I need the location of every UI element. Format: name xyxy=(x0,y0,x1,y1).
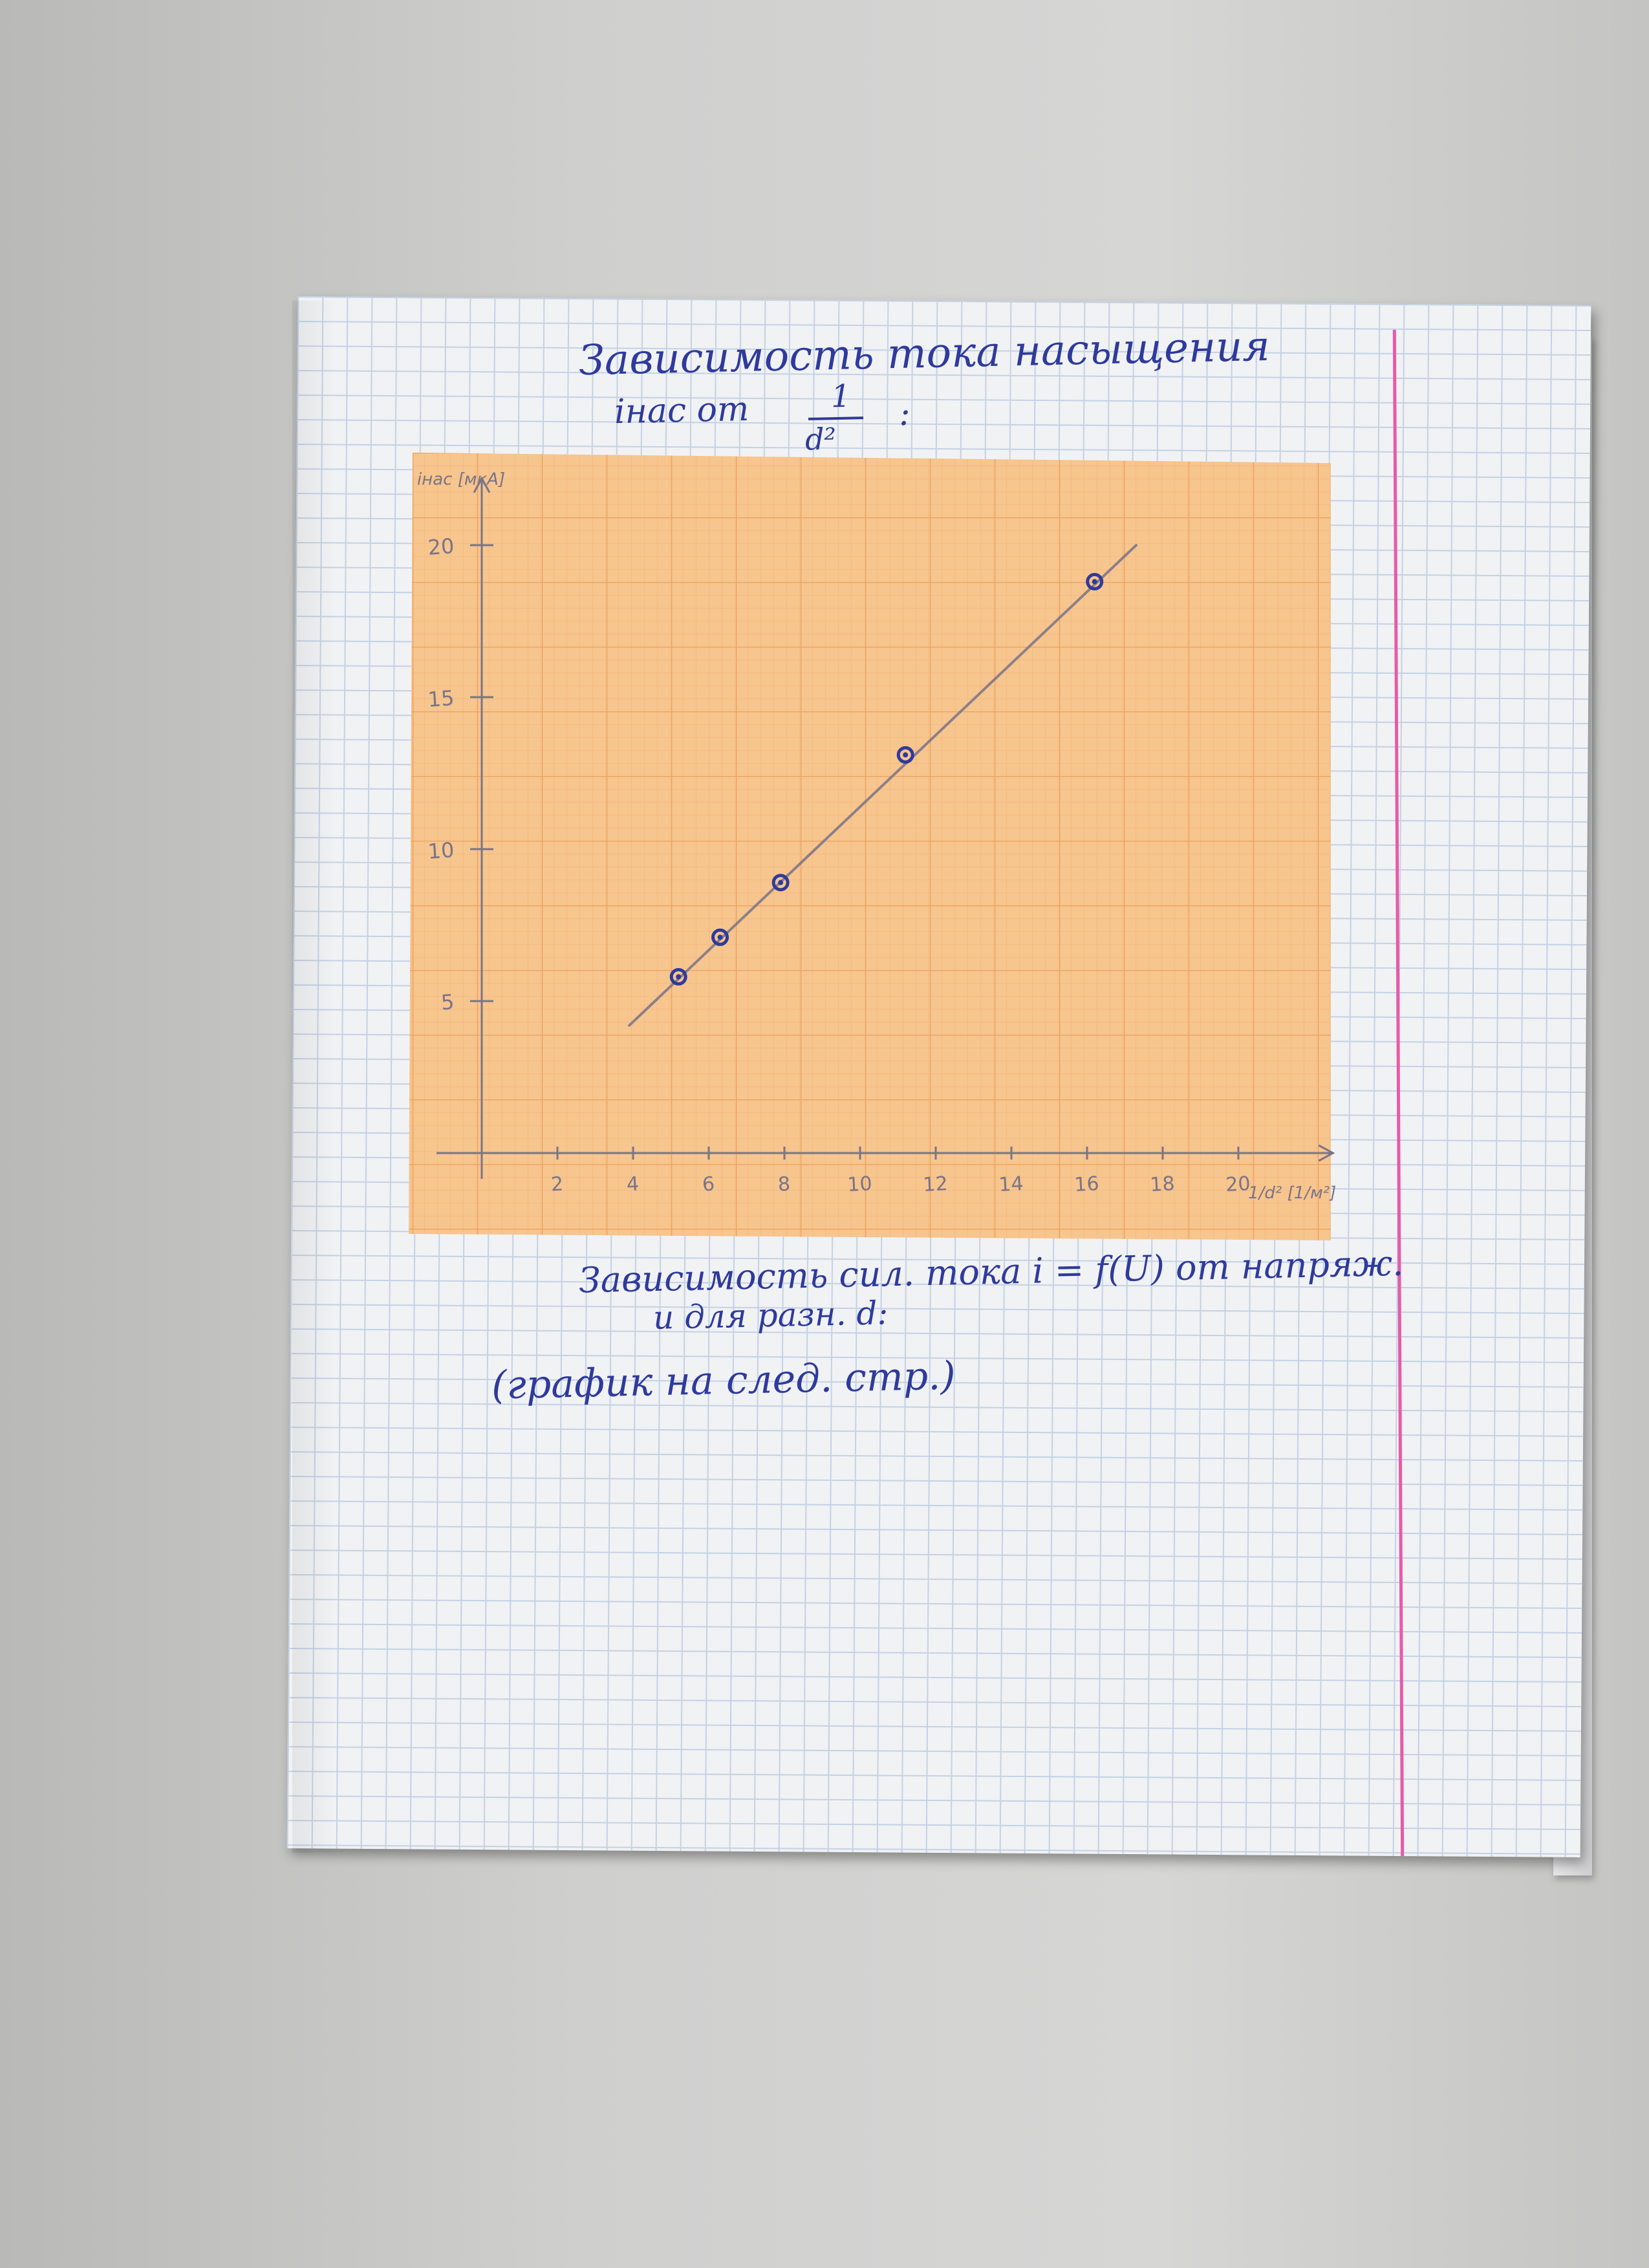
x-tick-label: 20 xyxy=(1225,1172,1251,1196)
data-point xyxy=(1086,572,1104,590)
data-point xyxy=(896,746,914,764)
y-tick-label: 20 xyxy=(427,534,455,560)
data-point-center xyxy=(717,934,723,940)
y-tick-label: 5 xyxy=(440,989,455,1015)
graph-paper-grid xyxy=(409,453,1331,1240)
notebook-binding xyxy=(292,301,336,1853)
x-axis-arrow xyxy=(1318,1144,1335,1162)
x-tick-label: 18 xyxy=(1150,1172,1176,1196)
x-tick-label: 10 xyxy=(847,1172,873,1196)
data-point xyxy=(711,928,729,946)
x-tick-label: 2 xyxy=(550,1173,564,1196)
data-point xyxy=(771,874,790,892)
x-tick-label: 16 xyxy=(1074,1172,1100,1196)
data-point xyxy=(669,967,687,986)
y-axis-label: iнас [мкА] xyxy=(417,470,505,490)
data-point-center xyxy=(676,974,682,980)
y-axis-arrow xyxy=(473,476,491,493)
data-point-center xyxy=(778,880,784,885)
x-tick-label: 6 xyxy=(702,1173,715,1196)
y-tick-label: 15 xyxy=(427,686,455,712)
note-line-2: и для разн. d: xyxy=(652,1294,889,1337)
x-tick-label: 8 xyxy=(777,1173,791,1196)
y-tick-label: 10 xyxy=(427,837,455,864)
data-point-center xyxy=(1092,579,1097,585)
x-axis-label: 1/d² [1/м²] xyxy=(1248,1183,1336,1203)
x-tick-label: 12 xyxy=(923,1172,949,1196)
fit-line xyxy=(628,544,1138,1027)
x-tick-label: 14 xyxy=(998,1172,1024,1196)
x-tick-label: 4 xyxy=(626,1173,640,1196)
data-point-center xyxy=(903,752,909,758)
